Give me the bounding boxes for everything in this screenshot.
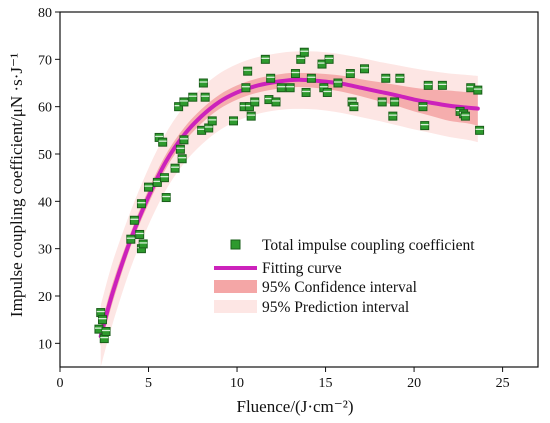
confidence-interval-band: [100, 72, 478, 346]
data-point: [324, 54, 334, 64]
data-point: [290, 69, 300, 79]
fitting-curve: [98, 77, 480, 339]
data-point: [241, 83, 251, 93]
data-point: [129, 215, 139, 225]
data-point: [345, 69, 355, 79]
data-point: [360, 64, 369, 74]
data-point: [179, 135, 189, 145]
data-point: [200, 92, 210, 102]
data-point: [144, 182, 154, 192]
x-tick-label: 25: [496, 376, 510, 391]
data-point: [158, 137, 168, 147]
legend-label-points: Total impulse coupling coefficient: [262, 237, 475, 254]
data-point: [395, 73, 405, 83]
data-point: [377, 97, 387, 107]
x-tick-label: 10: [230, 376, 244, 391]
data-point: [266, 73, 276, 83]
y-axis-title: Impulse coupling coefficient/μN ·s·J⁻¹: [7, 53, 26, 317]
y-tick-label: 70: [38, 53, 52, 68]
y-tick-label: 80: [38, 6, 52, 21]
x-tick-label: 5: [145, 376, 152, 391]
data-point: [188, 92, 198, 102]
data-point: [229, 116, 238, 126]
legend-marker-confidence: [214, 280, 257, 293]
data-point: [246, 111, 256, 121]
data-point: [152, 177, 162, 187]
legend-marker-points: [230, 239, 241, 250]
data-point: [276, 83, 286, 93]
data-point: [179, 97, 189, 107]
y-tick-label: 50: [38, 148, 52, 163]
prediction-interval-band: [100, 51, 478, 367]
y-tick-label: 40: [38, 195, 52, 210]
y-axis-ticks: 10 20 30 40 50 60 70 80: [38, 6, 60, 352]
data-point: [317, 59, 327, 69]
data-point: [250, 97, 260, 107]
y-tick-label: 20: [38, 290, 52, 305]
data-point: [390, 97, 400, 107]
data-point: [437, 80, 447, 90]
data-point: [97, 315, 107, 325]
x-axis-ticks: 0 5 10 15 20 25: [57, 367, 510, 391]
data-point: [460, 111, 470, 121]
data-point: [207, 116, 217, 126]
prediction-band-layer: [100, 51, 478, 367]
data-point: [170, 163, 180, 173]
data-point: [174, 102, 184, 112]
x-tick-label: 0: [57, 376, 64, 391]
data-point: [299, 47, 309, 57]
data-point: [418, 102, 428, 112]
data-point: [198, 78, 208, 88]
data-point: [388, 111, 398, 121]
legend-label-fit: Fitting curve: [262, 260, 342, 277]
fit-line-layer: [98, 77, 480, 339]
data-point: [244, 102, 254, 112]
data-point: [101, 327, 111, 336]
data-point: [126, 234, 136, 244]
data-point: [136, 199, 146, 209]
y-tick-label: 30: [38, 243, 52, 258]
y-tick-label: 60: [38, 101, 52, 116]
data-point: [260, 54, 270, 64]
data-point: [301, 87, 311, 97]
legend-marker-prediction: [214, 300, 257, 313]
y-tick-label: 10: [38, 337, 52, 352]
data-point: [159, 173, 169, 183]
data-point: [349, 102, 359, 112]
data-points-layer: [94, 47, 485, 344]
legend-label-confidence: 95% Confidence interval: [262, 279, 417, 296]
data-point: [322, 87, 332, 97]
data-point: [138, 239, 148, 249]
data-point: [177, 154, 187, 164]
x-tick-label: 20: [407, 376, 421, 391]
data-point: [423, 80, 433, 90]
data-point: [306, 73, 316, 83]
plot-frame: [59, 11, 539, 368]
data-point: [381, 73, 391, 83]
data-point: [161, 193, 171, 203]
data-point: [175, 144, 185, 154]
data-point: [333, 78, 343, 88]
legend-label-prediction: 95% Prediction interval: [262, 299, 409, 316]
data-point: [420, 121, 430, 131]
x-axis-title: Fluence/(J·cm⁻²): [237, 397, 354, 416]
data-point: [271, 97, 281, 107]
data-point: [473, 85, 483, 95]
data-point: [475, 125, 485, 135]
confidence-band-layer: [100, 72, 478, 346]
data-point: [285, 83, 295, 93]
data-point: [135, 229, 145, 239]
legend: Total impulse coupling coefficient Fitti…: [214, 237, 475, 316]
x-tick-label: 15: [319, 376, 333, 391]
data-point: [243, 66, 253, 76]
